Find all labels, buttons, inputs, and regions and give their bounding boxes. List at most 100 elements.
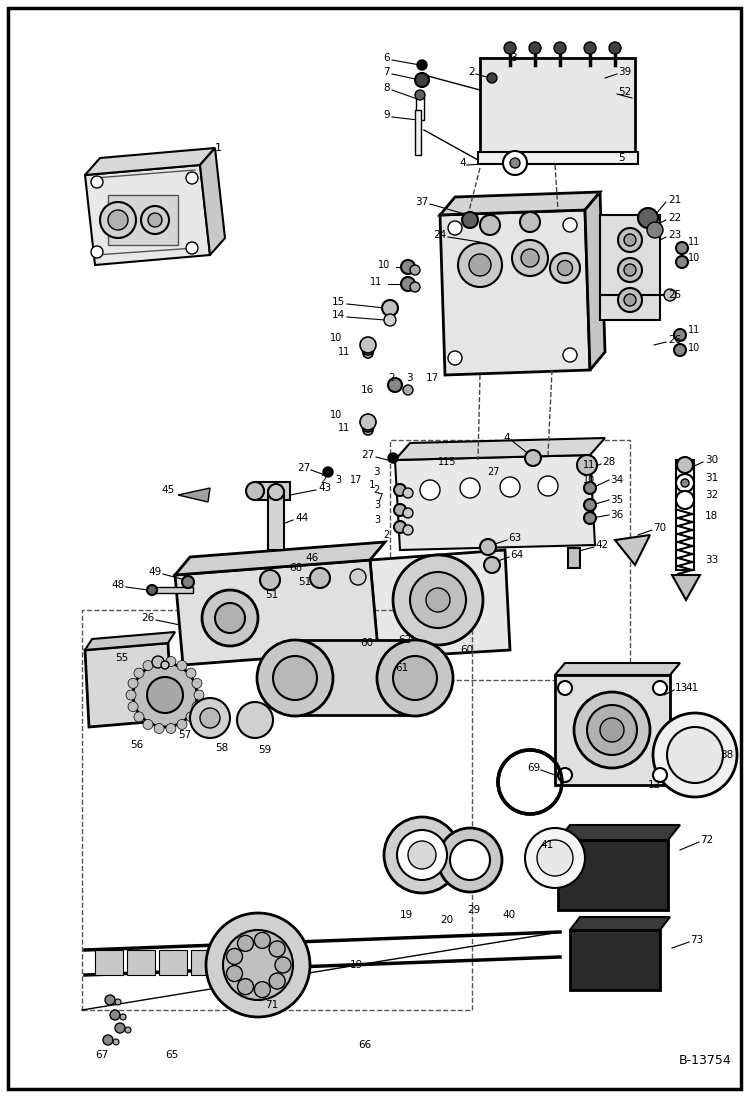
- Circle shape: [223, 930, 293, 1000]
- Text: 59: 59: [258, 745, 271, 755]
- Text: 10: 10: [330, 333, 342, 343]
- Circle shape: [126, 690, 136, 700]
- Circle shape: [388, 378, 402, 392]
- Text: 58: 58: [215, 743, 228, 753]
- Circle shape: [206, 913, 310, 1017]
- Circle shape: [584, 42, 596, 54]
- Circle shape: [91, 176, 103, 188]
- Circle shape: [182, 576, 194, 588]
- Text: 38: 38: [720, 750, 733, 760]
- Circle shape: [624, 234, 636, 246]
- Bar: [415, 110, 421, 155]
- Circle shape: [166, 724, 176, 734]
- Polygon shape: [85, 165, 210, 265]
- Circle shape: [115, 999, 121, 1005]
- Circle shape: [653, 713, 737, 798]
- Text: 33: 33: [705, 555, 718, 565]
- Text: 69: 69: [527, 764, 540, 773]
- Circle shape: [512, 240, 548, 276]
- Circle shape: [215, 603, 245, 633]
- Bar: [82, 610, 472, 1010]
- Text: 61: 61: [395, 663, 408, 672]
- Circle shape: [394, 504, 406, 516]
- Circle shape: [113, 1039, 119, 1045]
- Polygon shape: [395, 455, 595, 550]
- Circle shape: [417, 60, 427, 70]
- Circle shape: [377, 640, 453, 716]
- Text: 3: 3: [374, 500, 380, 510]
- Text: 13: 13: [675, 683, 688, 693]
- Circle shape: [624, 294, 636, 306]
- Circle shape: [647, 222, 663, 238]
- Text: 23: 23: [668, 230, 682, 240]
- Text: 10: 10: [330, 410, 342, 420]
- Circle shape: [638, 208, 658, 228]
- Circle shape: [450, 840, 490, 880]
- Circle shape: [410, 265, 420, 275]
- Text: 67: 67: [95, 1050, 109, 1060]
- Circle shape: [676, 242, 688, 255]
- Polygon shape: [440, 210, 590, 375]
- Polygon shape: [585, 192, 605, 370]
- Circle shape: [393, 656, 437, 700]
- Circle shape: [600, 719, 624, 742]
- Bar: [390, 440, 630, 680]
- Polygon shape: [175, 542, 385, 575]
- Bar: [555, 675, 670, 785]
- Circle shape: [618, 228, 642, 252]
- Polygon shape: [85, 643, 172, 727]
- Circle shape: [202, 590, 258, 646]
- Text: B-13754: B-13754: [679, 1054, 731, 1067]
- Circle shape: [462, 212, 478, 228]
- Circle shape: [609, 42, 621, 54]
- Circle shape: [525, 828, 585, 887]
- Circle shape: [237, 702, 273, 738]
- Circle shape: [584, 482, 596, 494]
- Circle shape: [147, 677, 183, 713]
- Text: 9: 9: [383, 110, 390, 120]
- Circle shape: [192, 702, 202, 712]
- Text: 26: 26: [668, 335, 682, 344]
- Text: 66: 66: [358, 1040, 372, 1050]
- Circle shape: [403, 488, 413, 498]
- Text: 6: 6: [383, 53, 390, 63]
- Circle shape: [484, 557, 500, 573]
- Polygon shape: [440, 192, 600, 215]
- Circle shape: [521, 249, 539, 267]
- Text: 27: 27: [297, 463, 310, 473]
- Circle shape: [190, 698, 230, 738]
- Text: 31: 31: [705, 473, 718, 483]
- Bar: [676, 460, 694, 570]
- Circle shape: [147, 585, 157, 595]
- Text: 52: 52: [618, 87, 631, 97]
- Text: 24: 24: [434, 230, 447, 240]
- Text: 48: 48: [112, 580, 125, 590]
- Circle shape: [362, 420, 374, 432]
- Bar: [558, 840, 668, 911]
- Text: 65: 65: [165, 1050, 178, 1060]
- Text: 63: 63: [508, 533, 521, 543]
- Polygon shape: [370, 550, 510, 658]
- Circle shape: [538, 476, 558, 496]
- Text: 30: 30: [705, 455, 718, 465]
- Text: 28: 28: [602, 457, 615, 467]
- Text: 3: 3: [510, 53, 517, 63]
- Circle shape: [134, 712, 144, 722]
- Text: 56: 56: [130, 740, 143, 750]
- Circle shape: [192, 678, 202, 689]
- Text: 45: 45: [162, 485, 175, 495]
- Circle shape: [363, 348, 373, 358]
- Circle shape: [438, 828, 502, 892]
- Circle shape: [426, 588, 450, 612]
- Text: 3: 3: [373, 467, 380, 477]
- Circle shape: [448, 220, 462, 235]
- Circle shape: [161, 661, 169, 669]
- Circle shape: [388, 453, 398, 463]
- Circle shape: [584, 499, 596, 511]
- Circle shape: [125, 1027, 131, 1033]
- Circle shape: [420, 480, 440, 500]
- Circle shape: [563, 348, 577, 362]
- Text: 3: 3: [374, 514, 380, 525]
- Text: 46: 46: [305, 553, 318, 563]
- Circle shape: [148, 213, 162, 227]
